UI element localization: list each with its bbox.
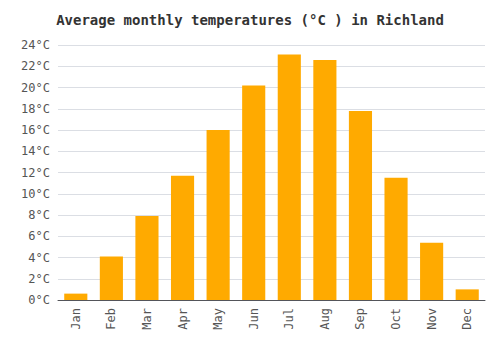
svg-text:Aug: Aug [318, 308, 332, 330]
svg-text:8°C: 8°C [28, 208, 50, 222]
svg-text:24°C: 24°C [21, 38, 50, 52]
svg-text:Jun: Jun [247, 308, 261, 330]
svg-text:6°C: 6°C [28, 229, 50, 243]
svg-text:18°C: 18°C [21, 102, 50, 116]
svg-text:12°C: 12°C [21, 166, 50, 180]
svg-text:Feb: Feb [104, 308, 118, 330]
svg-text:22°C: 22°C [21, 59, 50, 73]
svg-text:20°C: 20°C [21, 81, 50, 95]
svg-text:Mar: Mar [140, 308, 154, 330]
svg-text:Oct: Oct [389, 308, 403, 330]
svg-text:Apr: Apr [176, 308, 190, 330]
svg-text:Jan: Jan [69, 308, 83, 330]
svg-text:2°C: 2°C [28, 272, 50, 286]
svg-text:Sep: Sep [353, 308, 367, 330]
svg-text:May: May [211, 308, 225, 330]
svg-text:Average monthly temperatures (: Average monthly temperatures (°C ) in Ri… [56, 12, 444, 28]
svg-text:10°C: 10°C [21, 187, 50, 201]
svg-text:Nov: Nov [425, 308, 439, 330]
svg-text:Dec: Dec [460, 308, 474, 330]
svg-text:Jul: Jul [282, 308, 296, 330]
svg-text:14°C: 14°C [21, 144, 50, 158]
svg-text:4°C: 4°C [28, 251, 50, 265]
svg-text:16°C: 16°C [21, 123, 50, 137]
svg-text:0°C: 0°C [28, 293, 50, 307]
